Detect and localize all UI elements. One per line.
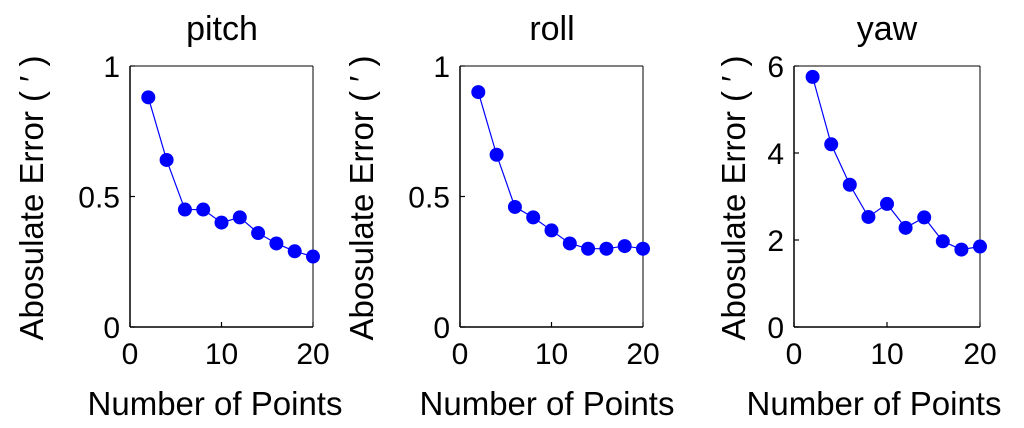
data-point <box>842 177 857 192</box>
y-tick-label: 1 <box>433 51 450 84</box>
data-point <box>141 90 156 105</box>
y-axis-label: Abosulate Error ( ′ ) <box>343 56 380 341</box>
data-point <box>196 202 211 217</box>
y-tick-label: 0.5 <box>78 182 120 215</box>
plot-area: 0 10 20 0 2 4 6 <box>767 51 996 371</box>
data-point <box>269 236 284 251</box>
y-tick-label: 6 <box>767 51 784 84</box>
data-point <box>581 241 596 256</box>
x-tick-label: 20 <box>296 338 329 371</box>
y-axis-label: Abosulate Error ( ′ ) <box>715 56 752 341</box>
data-point <box>917 210 932 225</box>
chart-title: pitch <box>186 10 258 48</box>
series-line <box>477 91 644 250</box>
y-tick-label: 2 <box>767 225 784 258</box>
x-tick-label: 0 <box>452 338 469 371</box>
panel-pitch: pitch Abosulate Error ( ′ ) Number of Po… <box>13 10 342 422</box>
data-point <box>898 220 913 235</box>
data-point <box>636 241 650 256</box>
data-point <box>617 239 632 254</box>
panel-yaw: yaw Abosulate Error ( ′ ) Number of Poin… <box>715 10 1001 422</box>
data-point <box>805 69 820 84</box>
x-tick-label: 10 <box>535 338 568 371</box>
x-axis-label: Number of Points <box>747 385 1002 422</box>
chart-title: roll <box>529 10 574 48</box>
x-tick-label: 0 <box>786 338 803 371</box>
plot-area: 0 10 20 0 0.5 1 <box>408 51 659 371</box>
data-point <box>507 199 522 214</box>
data-point <box>562 236 577 251</box>
data-point <box>287 244 302 259</box>
data-point <box>306 249 320 264</box>
data-point <box>880 196 894 211</box>
data-point <box>489 147 504 162</box>
x-tick-label: 10 <box>205 338 238 371</box>
plot-area: 0 10 20 0 0.5 1 <box>78 51 329 371</box>
data-point <box>544 223 559 238</box>
data-point <box>973 239 987 254</box>
data-point <box>861 209 876 224</box>
panel-roll: roll Abosulate Error ( ′ ) Number of Poi… <box>343 10 674 422</box>
x-axis-label: Number of Points <box>420 385 675 422</box>
y-tick-label: 0 <box>767 312 784 345</box>
y-tick-label: 4 <box>767 138 784 171</box>
data-point <box>954 242 969 257</box>
data-point <box>251 226 266 241</box>
x-axis-label: Number of Points <box>88 385 343 422</box>
x-tick-label: 10 <box>870 338 903 371</box>
data-point <box>526 210 541 225</box>
x-tick-label: 20 <box>626 338 659 371</box>
chart-title: yaw <box>857 10 918 48</box>
data-point <box>935 234 950 249</box>
x-tick-label: 20 <box>963 338 996 371</box>
x-tick-label: 0 <box>122 338 139 371</box>
data-point <box>214 215 229 230</box>
data-point <box>177 202 192 217</box>
y-axis-label: Abosulate Error ( ′ ) <box>13 56 50 341</box>
data-point <box>599 241 614 256</box>
data-point <box>824 137 839 152</box>
y-tick-label: 0.5 <box>408 182 450 215</box>
data-point <box>159 152 174 167</box>
series-line <box>812 76 981 251</box>
y-tick-label: 0 <box>433 312 450 345</box>
data-point <box>471 85 486 100</box>
y-tick-label: 1 <box>103 51 120 84</box>
y-tick-label: 0 <box>103 312 120 345</box>
series-line <box>147 97 314 258</box>
data-point <box>232 210 247 225</box>
